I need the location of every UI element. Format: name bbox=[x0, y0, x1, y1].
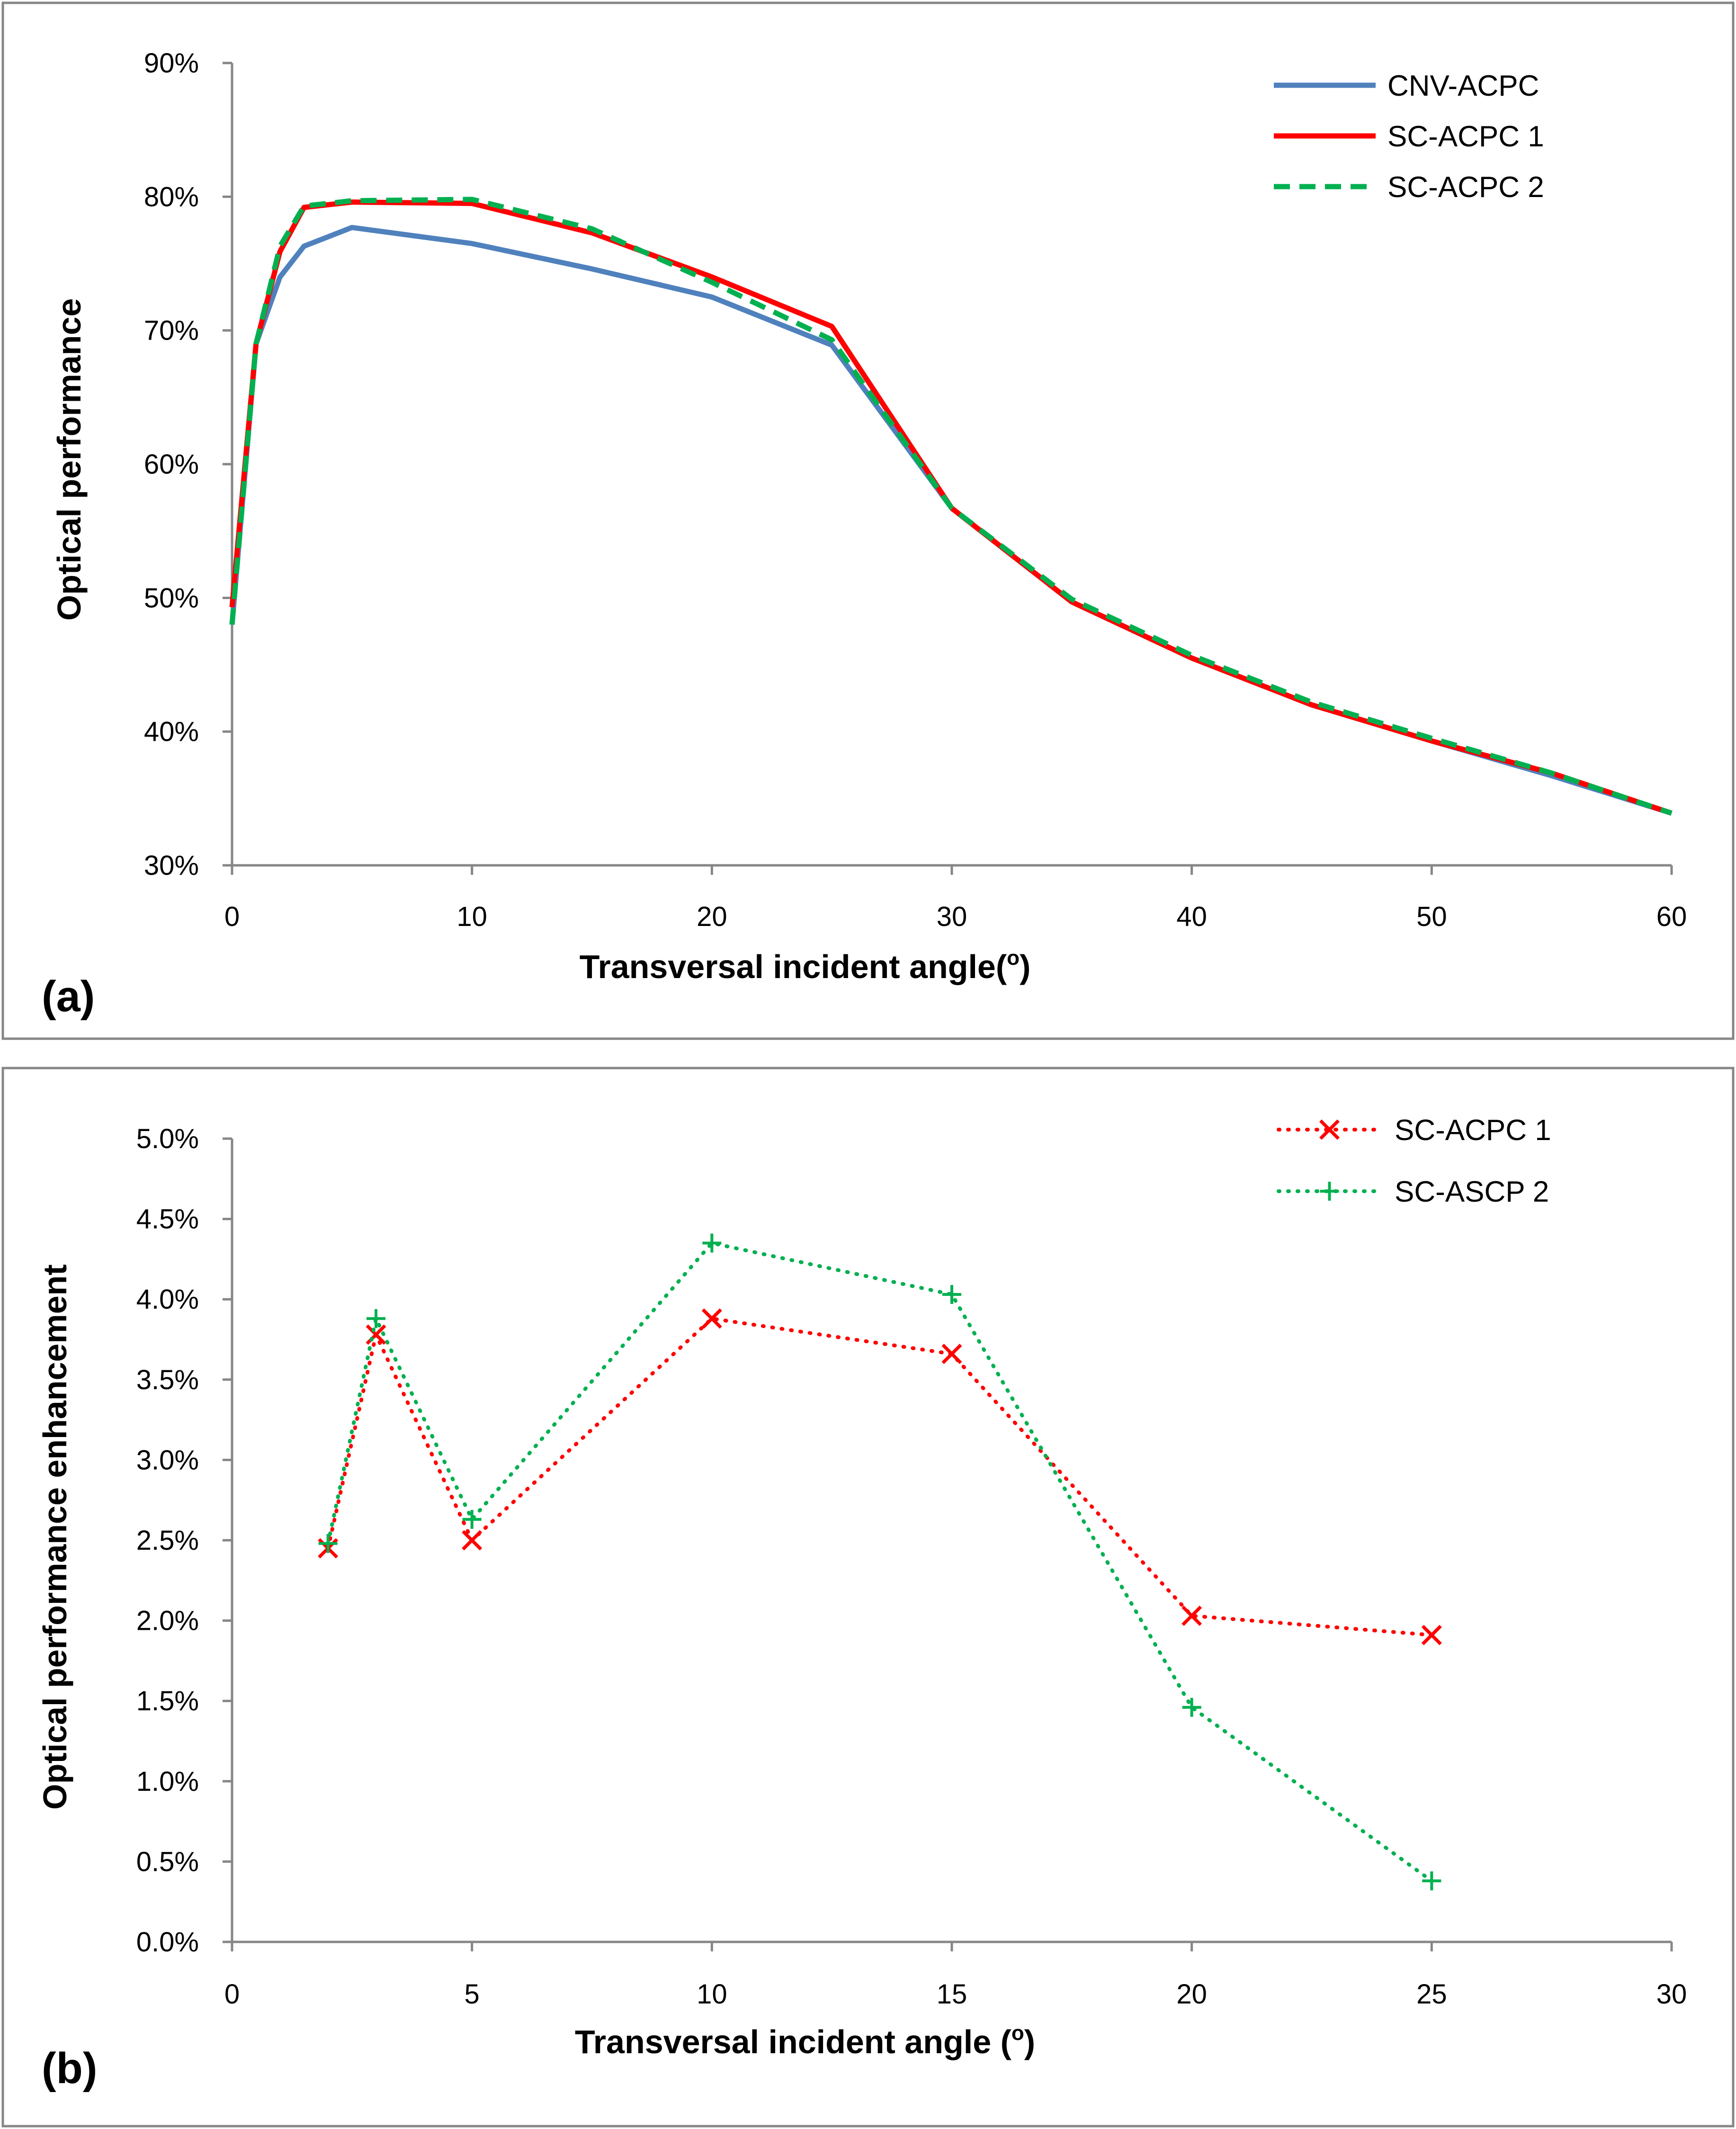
panel-a-x-tick-label: 20 bbox=[697, 901, 727, 932]
panel-b-series-sc-acpc-1-point bbox=[1181, 1605, 1202, 1626]
panel-b-y-tick-label: 5.0% bbox=[136, 1123, 199, 1154]
panel-a-y-tick-label: 60% bbox=[144, 449, 199, 480]
panel-b-y-tick-label: 1.0% bbox=[136, 1766, 199, 1797]
panel-a-y-tick-label: 90% bbox=[144, 48, 199, 79]
panel-b-series-sc-ascp-2-point bbox=[942, 1285, 961, 1304]
panel-a-legend: CNV-ACPC SC-ACPC 1 SC-ACPC 2 bbox=[1274, 70, 1544, 204]
panel-a-series-sc-acpc-2-legend-label: SC-ACPC 2 bbox=[1387, 171, 1544, 204]
panel-b-y-tick-label: 4.5% bbox=[136, 1204, 199, 1235]
panel-a-x-tick-label: 30 bbox=[937, 901, 967, 932]
panel-b-frame bbox=[1, 1067, 1735, 2128]
panel-b-series-sc-acpc-1-point bbox=[941, 1344, 962, 1365]
panel-b-x-axis-title-degree: o bbox=[1011, 2021, 1024, 2045]
panel-b-series-sc-ascp-2-point bbox=[1182, 1698, 1201, 1717]
panel-a: 30% 40% 50% 60% 70% 80% 90% 0 10 20 30 40 50 60 Optic… bbox=[1, 1, 1735, 1040]
panel-a-y-tick-label: 40% bbox=[144, 717, 199, 747]
panel-b-y-tick-label: 3.5% bbox=[136, 1365, 199, 1395]
panel-a-frame bbox=[1, 1, 1735, 1040]
panel-b-x-axis-title-close: ) bbox=[1024, 2023, 1035, 2060]
panel-b-axes: 0.0% 0.5% 1.0% 1.5% 2.0% 2.5% 3.0% 3.5% 4.0% 4.5%… bbox=[136, 1123, 1687, 2010]
panel-a-x-tick-label: 60 bbox=[1656, 901, 1687, 932]
panel-a-series-sc-acpc-1-legend-label: SC-ACPC 1 bbox=[1387, 120, 1544, 153]
panel-a-y-tick-label: 70% bbox=[144, 315, 199, 346]
panel-b-y-tick-label: 0.0% bbox=[136, 1927, 199, 1958]
panel-b-series-sc-ascp-2-point bbox=[1422, 1871, 1441, 1891]
panel-b-series-sc-ascp-2-legend-label: SC-ASCP 2 bbox=[1395, 1176, 1549, 1208]
panel-a-series bbox=[229, 197, 1673, 816]
panel-a-y-tick-label: 30% bbox=[144, 850, 199, 881]
panel-a-x-tick-label: 0 bbox=[224, 901, 240, 932]
panel-b-series-sc-acpc-1-legend-marker bbox=[1319, 1119, 1340, 1140]
panel-b-x-tick-label: 20 bbox=[1176, 1979, 1207, 2010]
panel-b-y-tick-label: 1.5% bbox=[136, 1686, 199, 1716]
panel-a-label: (a) bbox=[42, 972, 95, 1021]
panel-b-x-tick-label: 5 bbox=[465, 1979, 480, 2010]
panel-b-y-tick-label: 3.0% bbox=[136, 1445, 199, 1475]
panel-a-y-axis-title: Optical performance bbox=[51, 298, 88, 621]
panel-b-y-tick-label: 4.0% bbox=[136, 1284, 199, 1315]
panel-a-x-axis-title-close: ) bbox=[1020, 948, 1030, 985]
panel-b-x-axis-title: Transversal incident angle (o) bbox=[575, 2021, 1035, 2060]
panel-b-series-sc-ascp-2-legend-marker bbox=[1320, 1182, 1339, 1201]
panel-b-series-sc-acpc-1-legend-label: SC-ACPC 1 bbox=[1395, 1114, 1551, 1147]
panel-b-series-sc-ascp-2-point bbox=[462, 1509, 482, 1529]
panel-b-y-tick-label: 0.5% bbox=[136, 1846, 199, 1877]
panel-a-x-tick-label: 10 bbox=[456, 901, 487, 932]
panel-b-series-sc-acpc-1-point bbox=[701, 1308, 722, 1329]
panel-b-series-sc-ascp-2-point bbox=[702, 1233, 722, 1253]
panel-b-legend: SC-ACPC 1 SC-ASCP 2 bbox=[1277, 1114, 1551, 1208]
panel-a-y-tick-label: 80% bbox=[144, 181, 199, 212]
panel-a-x-axis-title: Transversal incident angle(o) bbox=[580, 946, 1031, 985]
panel-b-x-tick-label: 30 bbox=[1656, 1979, 1687, 2010]
panel-a-y-tick-label: 50% bbox=[144, 583, 199, 613]
panel-b-x-tick-label: 0 bbox=[224, 1979, 240, 2010]
panel-b-label: (b) bbox=[42, 2044, 97, 2093]
panel-b-y-tick-label: 2.0% bbox=[136, 1606, 199, 1636]
panel-a-axes: 30% 40% 50% 60% 70% 80% 90% 0 10 20 30 40 50 60 bbox=[144, 48, 1687, 932]
panel-a-x-tick-label: 40 bbox=[1176, 901, 1207, 932]
panel-b-x-tick-label: 15 bbox=[937, 1979, 967, 2010]
panel-b-y-tick-label: 2.5% bbox=[136, 1525, 199, 1556]
panel-a-x-axis-title-main: Transversal incident angle( bbox=[580, 948, 1007, 985]
panel-b-series-sc-ascp-2-point bbox=[367, 1309, 385, 1328]
panel-b-x-tick-label: 25 bbox=[1416, 1979, 1447, 2010]
panel-a-x-tick-label: 50 bbox=[1416, 901, 1447, 932]
panel-a-x-axis-title-degree: o bbox=[1007, 946, 1020, 970]
panel-a-series-cnv-acpc-legend-label: CNV-ACPC bbox=[1387, 70, 1539, 102]
panel-b-series-sc-acpc-1-point bbox=[1421, 1625, 1442, 1645]
panel-b-x-tick-label: 10 bbox=[697, 1979, 727, 2010]
panel-b: 0.0% 0.5% 1.0% 1.5% 2.0% 2.5% 3.0% 3.5% 4.0% 4.5%… bbox=[1, 1067, 1735, 2128]
panel-b-y-axis-title: Optical performance enhancement bbox=[36, 1264, 73, 1809]
panel-a-series-sc-acpc-2-line bbox=[229, 197, 1673, 816]
panel-b-series-sc-acpc-1-point bbox=[462, 1530, 483, 1551]
panel-b-series bbox=[318, 1233, 1442, 1891]
panel-b-x-axis-title-main: Transversal incident angle ( bbox=[575, 2023, 1012, 2060]
panel-b-series-sc-ascp-2-point bbox=[318, 1534, 338, 1553]
